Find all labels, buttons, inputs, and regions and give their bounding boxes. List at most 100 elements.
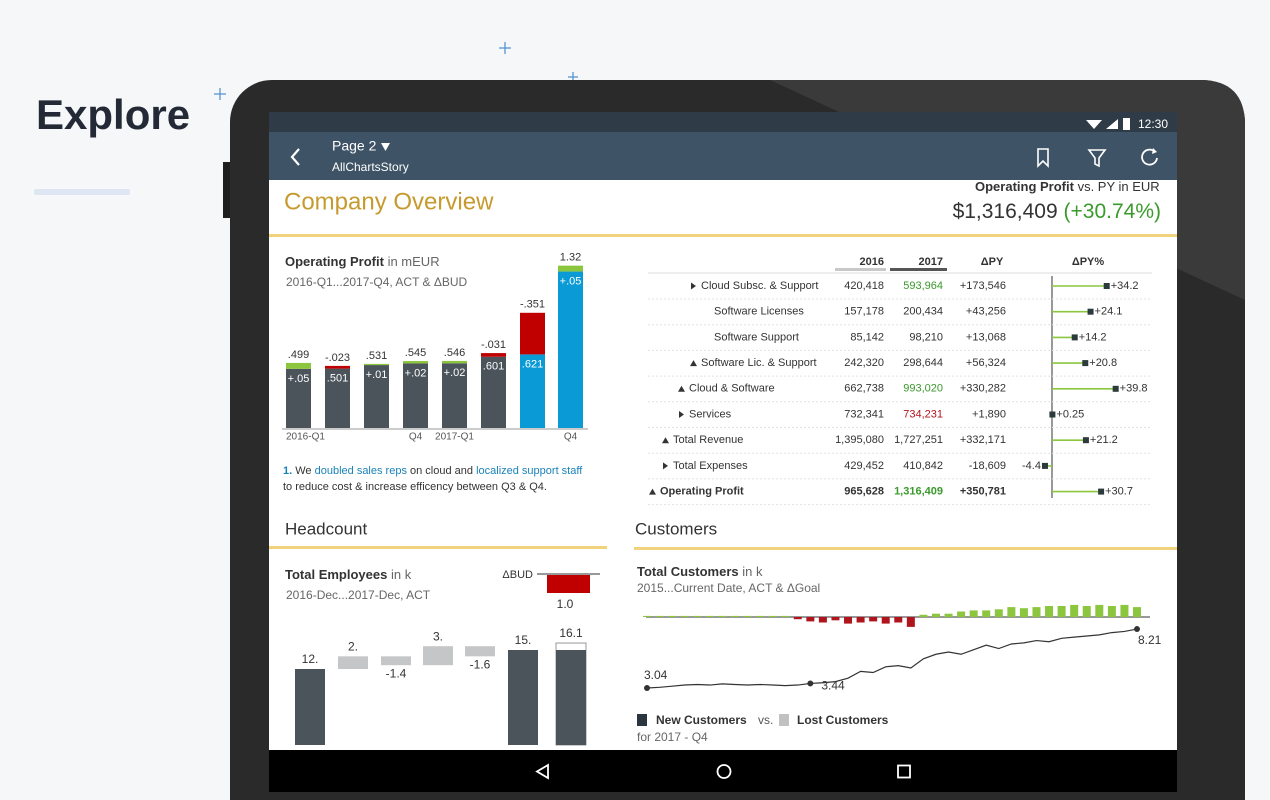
bar-label: -1.6 <box>470 658 491 672</box>
cell: 965,628 <box>844 486 884 498</box>
delta-bar <box>844 617 853 624</box>
cell: 993,020 <box>903 383 943 395</box>
sparkles <box>214 42 578 100</box>
delta-bar <box>756 615 765 617</box>
delta-bar <box>781 615 790 617</box>
delta-bar <box>730 615 739 617</box>
waterfall-bar <box>465 646 495 657</box>
delta-bar <box>1070 604 1079 617</box>
point-label: 3.44 <box>821 679 845 693</box>
nav-recent[interactable] <box>897 764 911 779</box>
delta-bar <box>881 617 890 624</box>
clock: 12:30 <box>1138 117 1168 131</box>
status-bar <box>269 112 1177 132</box>
delta-bar <box>894 617 903 623</box>
delta-bar <box>1095 604 1104 617</box>
cell: +332,171 <box>960 434 1006 446</box>
bar-label: +.05 <box>560 275 582 287</box>
point-label: 3.04 <box>644 668 668 682</box>
column-header: ΔPY% <box>1072 256 1105 268</box>
cell: 1,395,080 <box>835 434 884 446</box>
bar-label: 12. <box>302 652 319 666</box>
kpi-qualifier: vs. PY in EUR <box>1078 179 1160 194</box>
line <box>646 628 1138 689</box>
nav-bar <box>269 750 1177 792</box>
delta-bar <box>693 615 702 617</box>
pct-label: +34.2 <box>1111 280 1139 292</box>
pct-marker <box>1103 283 1110 289</box>
section-title: Customers <box>635 519 717 538</box>
delta-bar <box>919 614 928 617</box>
delta-bar <box>364 363 389 366</box>
comment-link[interactable]: localized support staff <box>476 465 583 477</box>
pct-label: +39.8 <box>1120 383 1148 395</box>
expander <box>678 385 685 392</box>
bar <box>364 365 389 428</box>
cu-unit: in k <box>742 564 763 579</box>
comment-link[interactable]: doubled sales reps <box>314 465 407 477</box>
page-dropdown[interactable] <box>381 143 390 151</box>
comment-text: We <box>295 465 315 477</box>
bar-label: .531 <box>366 350 387 362</box>
expander <box>662 437 669 444</box>
cu-subtitle: 2015...Current Date, ACT & ΔGoal <box>637 581 820 595</box>
pct-label: -4.4 <box>1022 460 1041 472</box>
delta-bar <box>325 365 350 369</box>
dbud-value: 1.0 <box>557 597 574 611</box>
waterfall-bar <box>508 650 538 745</box>
x-tick-label: Q4 <box>409 432 423 443</box>
waterfall-bar <box>295 669 325 745</box>
kpi-name: Operating Profit <box>975 179 1075 194</box>
cell: 1,316,409 <box>894 486 943 498</box>
bar <box>481 356 506 428</box>
waterfall-bar <box>338 656 368 669</box>
legend-swatch <box>779 714 789 726</box>
back-button[interactable] <box>290 148 300 166</box>
page-name[interactable]: Page 2 <box>332 138 377 154</box>
bar-label: .621 <box>522 358 543 370</box>
hc-subtitle: 2016-Dec...2017-Dec, ACT <box>286 588 431 602</box>
bar-label: .601 <box>483 361 504 373</box>
expander <box>690 360 697 367</box>
bar <box>442 363 467 428</box>
pct-marker <box>1041 462 1048 469</box>
refresh-button[interactable] <box>1141 148 1158 166</box>
row-label: Total Revenue <box>673 434 743 446</box>
kpi-figure: $1,316,409 (+30.74%) <box>953 200 1161 223</box>
nav-home[interactable] <box>716 764 732 779</box>
delta-bar <box>655 615 664 617</box>
bar-label: .501 <box>327 373 348 385</box>
delta-bar <box>520 312 545 355</box>
column-header: ΔPY <box>981 256 1004 268</box>
delta-bar <box>806 617 815 622</box>
divider <box>634 547 1177 550</box>
line-point <box>807 680 814 687</box>
expander <box>663 462 668 470</box>
delta-bar <box>286 362 311 369</box>
page-title: Company Overview <box>284 188 494 215</box>
legend-joiner: vs. <box>758 713 773 727</box>
bar <box>558 271 583 428</box>
delta-bar <box>831 617 840 621</box>
delta-bar <box>705 615 714 617</box>
bar-label: 2. <box>348 640 358 654</box>
nav-back[interactable] <box>535 763 549 780</box>
cell: 732,341 <box>844 408 884 420</box>
delta-bar <box>1032 607 1041 617</box>
cell: -18,609 <box>969 460 1006 472</box>
delta-bar <box>957 611 966 617</box>
op-title: Operating Profit in mEUR <box>285 254 440 269</box>
pct-marker <box>1071 334 1078 341</box>
column-header: 2017 <box>919 256 943 268</box>
filter-button[interactable] <box>1087 149 1107 168</box>
bar-label: -.031 <box>481 339 506 351</box>
kpi-change: (+30.74%) <box>1064 200 1161 223</box>
legend-swatch <box>637 714 647 726</box>
bar-label: .499 <box>288 349 309 361</box>
cell: 734,231 <box>903 408 943 420</box>
bookmark-button[interactable] <box>1037 148 1049 168</box>
legend-label: Lost Customers <box>797 713 889 727</box>
bar-label: +.02 <box>405 367 427 379</box>
cell: 85,142 <box>850 331 884 343</box>
delta-bar <box>1057 606 1066 617</box>
